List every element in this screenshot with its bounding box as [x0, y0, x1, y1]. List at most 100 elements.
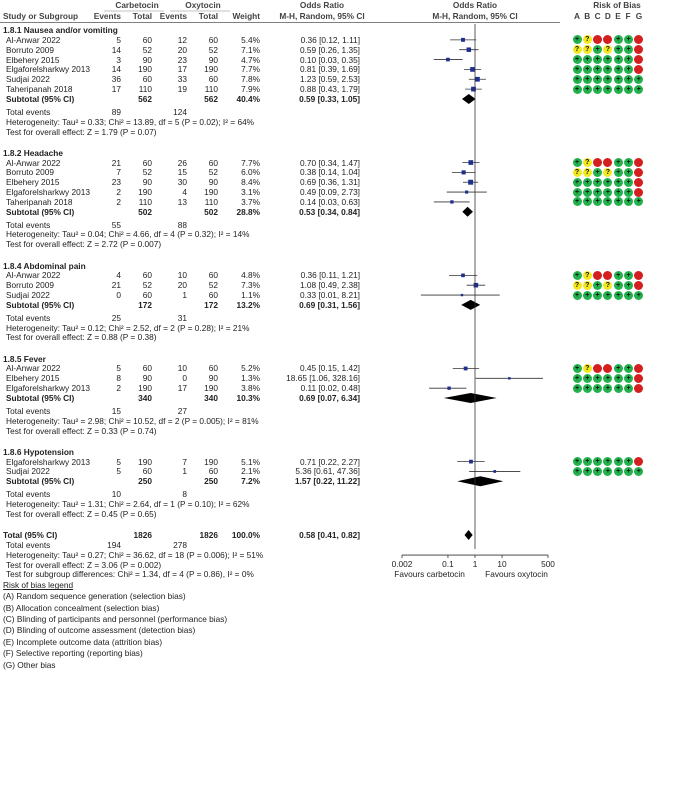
overall-events-oxytocin: 278 — [173, 539, 187, 550]
events-oxytocin: 13 — [177, 196, 187, 207]
study-name: Elgaforelsharkwy 2013 — [6, 383, 90, 394]
risk-of-bias-dot: + — [572, 290, 582, 300]
events-oxytocin: 1 — [182, 290, 187, 301]
events-oxytocin: 1 — [182, 466, 187, 477]
events-carbetocin: 14 — [111, 64, 121, 75]
risk-of-bias-dot: + — [593, 167, 603, 177]
study-name: Sudjai 2022 — [6, 74, 50, 85]
risk-of-bias-dot: + — [603, 373, 613, 383]
total-oxytocin: 52 — [208, 44, 218, 55]
study-marker — [461, 273, 465, 278]
total-carbetocin: 90 — [142, 373, 152, 384]
header-events-ctl: Events — [159, 11, 187, 21]
risk-of-bias-dot: + — [582, 64, 592, 74]
risk-of-bias-dot: + — [603, 383, 613, 393]
events-oxytocin: 10 — [177, 363, 187, 374]
risk-of-bias-dot: + — [603, 84, 613, 94]
risk-of-bias-dot: ? — [572, 280, 582, 290]
subtotal-diamond — [457, 476, 504, 487]
total-oxytocin: 52 — [208, 167, 218, 178]
study-weight: 1.1% — [241, 290, 260, 301]
subtotal-total-oxytocin: 340 — [204, 393, 218, 404]
total-oxytocin: 60 — [208, 290, 218, 301]
events-oxytocin: 19 — [177, 84, 187, 95]
risk-of-bias-column-G: G — [635, 11, 643, 21]
study-marker — [466, 47, 472, 52]
overall-total-events-label: Total events — [6, 539, 51, 550]
events-carbetocin: 5 — [116, 363, 121, 374]
risk-of-bias-dot — [634, 187, 644, 197]
overall-effect-test: Test for overall effect: Z = 0.33 (P = 0… — [6, 425, 157, 436]
x-tick-label: 0.002 — [391, 559, 413, 570]
risk-of-bias-dot: + — [613, 177, 623, 187]
risk-of-bias-dot: + — [593, 84, 603, 94]
total-oxytocin: 60 — [208, 363, 218, 374]
study-weight: 7.9% — [241, 84, 260, 95]
study-name: Elbehery 2015 — [6, 177, 60, 188]
heterogeneity-text: Heterogeneity: Tau² = 1.31; Chi² = 2.64,… — [6, 499, 250, 509]
subtotal-diamond — [462, 206, 473, 217]
risk-of-bias-dot: + — [593, 197, 603, 207]
overall-events-carbetocin: 194 — [107, 539, 121, 550]
subtotal-total-oxytocin: 502 — [204, 206, 218, 217]
risk-of-bias-column-E: E — [615, 11, 621, 21]
risk-of-bias-dot: + — [572, 197, 582, 207]
risk-of-bias-dot: + — [582, 197, 592, 207]
risk-of-bias-dot: + — [613, 383, 623, 393]
risk-of-bias-dot: + — [572, 187, 582, 197]
study-weight: 3.7% — [241, 196, 260, 207]
total-oxytocin: 60 — [208, 466, 218, 477]
subtotal-label: Subtotal (95% CI) — [6, 476, 75, 487]
study-or-ci: 5.36 [0.61, 47.36] — [295, 466, 360, 477]
risk-of-bias-dot: + — [593, 74, 603, 84]
events-carbetocin: 17 — [111, 84, 121, 95]
study-or-ci: 1.23 [0.59, 2.53] — [300, 74, 360, 85]
risk-of-bias-dot — [603, 35, 613, 45]
risk-of-bias-dot: + — [634, 466, 644, 476]
risk-of-bias-dot: + — [624, 383, 633, 393]
study-marker — [508, 377, 511, 380]
risk-of-bias-dot — [603, 158, 613, 168]
total-carbetocin: 110 — [138, 196, 152, 207]
header-or-method: M-H, Random, 95% CI — [279, 11, 365, 21]
study-or-ci: 0.81 [0.39, 1.69] — [300, 64, 360, 75]
events-oxytocin: 7 — [182, 456, 187, 467]
risk-of-bias-dot: + — [582, 55, 592, 65]
header-oxytocin: Oxytocin — [185, 0, 221, 10]
events-carbetocin: 23 — [111, 177, 121, 188]
risk-of-bias-dot: + — [593, 457, 603, 467]
study-or-ci: 18.65 [1.06, 328.16] — [286, 373, 360, 384]
risk-of-bias-dot: + — [603, 197, 613, 207]
subgroup-title: 1.8.4 Abdominal pain — [3, 260, 86, 271]
subtotal-or-ci: 1.57 [0.22, 11.22] — [294, 476, 360, 487]
study-name: Sudjai 2022 — [6, 290, 50, 301]
events-carbetocin: 7 — [116, 167, 121, 178]
risk-of-bias-dot: + — [624, 177, 633, 187]
risk-of-bias-dot: + — [593, 290, 603, 300]
events-carbetocin: 5 — [116, 466, 121, 477]
risk-of-bias-dot: + — [593, 64, 603, 74]
study-marker — [468, 179, 474, 185]
total-carbetocin: 52 — [142, 280, 152, 291]
study-or-ci: 0.45 [0.15, 1.42] — [300, 363, 360, 374]
total-events-label: Total events — [6, 405, 51, 416]
risk-of-bias-dot: + — [624, 363, 633, 373]
subtotal-diamond — [461, 93, 476, 104]
study-or-ci: 0.14 [0.03, 0.63] — [300, 196, 360, 207]
risk-of-bias-dot — [603, 270, 613, 280]
risk-of-bias-dot: + — [634, 84, 644, 94]
risk-of-bias-dot: ? — [582, 270, 592, 280]
risk-of-bias-column-C: C — [594, 11, 601, 21]
study-marker — [475, 76, 480, 82]
study-or-ci: 0.49 [0.09, 2.73] — [300, 187, 360, 198]
risk-of-bias-dot: + — [572, 177, 582, 187]
subgroup-differences-test: Test for subgroup differences: Chi² = 1.… — [6, 569, 254, 580]
study-name: Elbehery 2015 — [6, 54, 60, 65]
risk-of-bias-dot — [634, 55, 644, 65]
header-plot-method: M-H, Random, 95% CI — [432, 11, 518, 21]
risk-of-bias-dot: ? — [603, 280, 613, 290]
risk-of-bias-dot: + — [593, 55, 603, 65]
total-carbetocin: 60 — [142, 290, 152, 301]
study-marker — [463, 366, 468, 371]
risk-of-bias-dot: + — [613, 270, 623, 280]
